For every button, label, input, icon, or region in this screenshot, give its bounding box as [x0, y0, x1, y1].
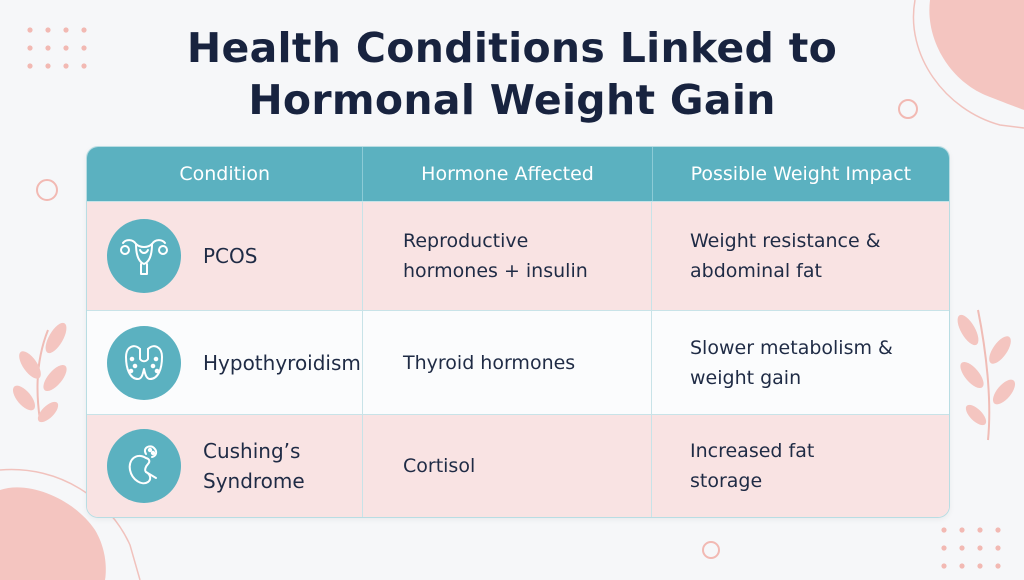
impact-cell: Increased fat storage — [652, 415, 949, 517]
title-line-2: Hormonal Weight Gain — [248, 76, 776, 124]
uterus-icon — [107, 219, 181, 293]
hormone-cell: Reproductive hormones + insulin — [363, 202, 652, 310]
title-line-1: Health Conditions Linked to — [186, 24, 838, 72]
condition-name: Cushing’s Syndrome — [203, 439, 305, 493]
table-row: Hypothyroidism Thyroid hormones Slower m… — [87, 310, 949, 414]
hormone-affected: Cortisol — [403, 455, 476, 477]
condition-name: Hypothyroidism — [203, 350, 361, 375]
table-row: PCOS Reproductive hormones + insulin Wei… — [87, 201, 949, 310]
hormone-affected: Thyroid hormones — [403, 351, 576, 374]
thyroid-icon — [107, 325, 181, 400]
adrenal-kidney-icon — [107, 429, 181, 503]
weight-impact: Increased fat storage — [690, 440, 815, 492]
condition-name: PCOS — [203, 244, 258, 268]
table-header: Condition Hormone Affected Possible Weig… — [87, 147, 949, 201]
page-title: Health Conditions Linked to Hormonal Wei… — [0, 22, 1024, 126]
condition-cell: Cushing’s Syndrome — [87, 415, 363, 517]
header-hormone-affected: Hormone Affected — [363, 147, 653, 201]
hormone-cell: Thyroid hormones — [363, 311, 652, 414]
dot-grid-bottom-right — [941, 527, 1001, 569]
weight-impact: Weight resistance & abdominal fat — [690, 230, 881, 282]
header-weight-impact: Possible Weight Impact — [690, 163, 912, 185]
weight-impact: Slower metabolism & weight gain — [690, 336, 893, 389]
hormone-cell: Cortisol — [363, 415, 652, 517]
impact-cell: Slower metabolism & weight gain — [652, 311, 949, 414]
table-row: Cushing’s Syndrome Cortisol Increased fa… — [87, 414, 949, 517]
hormone-affected: Reproductive hormones + insulin — [403, 230, 588, 282]
conditions-table: Condition Hormone Affected Possible Weig… — [86, 146, 950, 518]
condition-cell: Hypothyroidism — [87, 311, 363, 414]
header-condition: Condition — [87, 147, 364, 201]
impact-cell: Weight resistance & abdominal fat — [652, 202, 949, 310]
dot-grid-top-left — [27, 27, 87, 69]
condition-cell: PCOS — [87, 202, 363, 310]
